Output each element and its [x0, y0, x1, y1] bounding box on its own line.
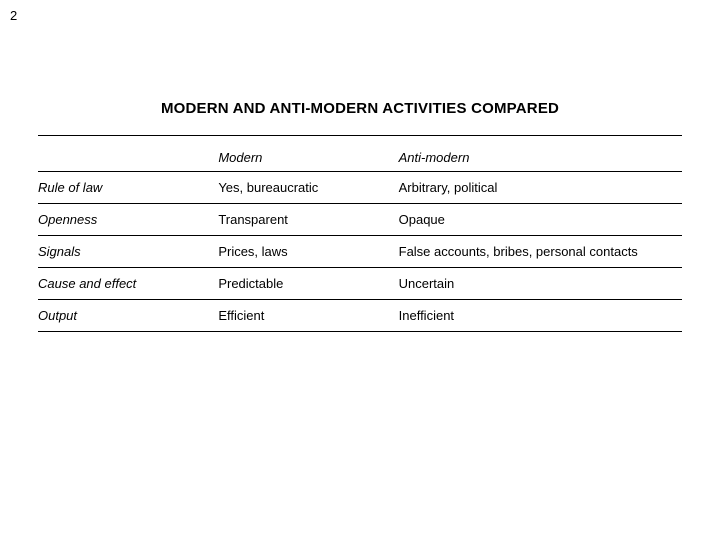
row-label: Signals	[38, 235, 218, 267]
document-body: MODERN AND ANTI-MODERN ACTIVITIES COMPAR…	[0, 0, 720, 332]
table-header-modern: Modern	[218, 144, 398, 172]
table-header-antimodern: Anti-modern	[399, 144, 682, 172]
table-row: Output Efficient Inefficient	[38, 299, 682, 331]
comparison-table: Modern Anti-modern Rule of law Yes, bure…	[38, 135, 682, 332]
cell-anti: Uncertain	[399, 267, 682, 299]
page-number: 2	[10, 8, 17, 23]
cell-anti: False accounts, bribes, personal contact…	[399, 235, 682, 267]
table-row: Signals Prices, laws False accounts, bri…	[38, 235, 682, 267]
table-row: Rule of law Yes, bureaucratic Arbitrary,…	[38, 171, 682, 203]
table-header-blank	[38, 144, 218, 172]
table-row: Cause and effect Predictable Uncertain	[38, 267, 682, 299]
cell-modern: Yes, bureaucratic	[218, 171, 398, 203]
table-title: MODERN AND ANTI-MODERN ACTIVITIES COMPAR…	[38, 100, 682, 117]
cell-modern: Transparent	[218, 203, 398, 235]
table-row: Openness Transparent Opaque	[38, 203, 682, 235]
cell-modern: Predictable	[218, 267, 398, 299]
table-header-row: Modern Anti-modern	[38, 144, 682, 172]
cell-modern: Prices, laws	[218, 235, 398, 267]
cell-anti: Opaque	[399, 203, 682, 235]
row-label: Cause and effect	[38, 267, 218, 299]
row-label: Rule of law	[38, 171, 218, 203]
row-label: Openness	[38, 203, 218, 235]
table-top-rule	[38, 136, 682, 144]
cell-anti: Arbitrary, political	[399, 171, 682, 203]
cell-anti: Inefficient	[399, 299, 682, 331]
row-label: Output	[38, 299, 218, 331]
cell-modern: Efficient	[218, 299, 398, 331]
